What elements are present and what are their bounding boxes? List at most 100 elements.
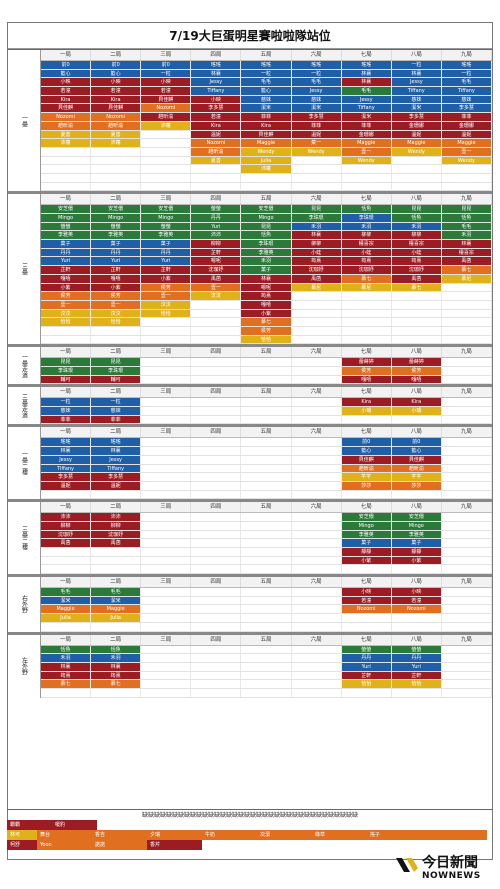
table-row: Yuri Yuri Yuri 嗯呢 禾羽 筠熹 筠熹 筠熹 禹菡 (41, 257, 492, 267)
cheerleader-cell (441, 309, 492, 318)
cheerleader-cell (141, 548, 192, 556)
cheerleader-cell: 嘎嘻 (41, 274, 92, 283)
cheerleader-cell: Maggie (391, 139, 442, 147)
cheerleader-cell (441, 165, 492, 173)
cheerleader-cell (141, 147, 192, 156)
cheerleader-cell: 昆昆 (291, 205, 342, 213)
cheerleader-cell: 禹菡 (41, 539, 92, 547)
table-row: 筠熹 筠熹 芷軒 芷軒 (41, 671, 492, 681)
cheerleader-cell: Mingo (41, 214, 92, 222)
cheerleader-cell: 貝佳麒 (341, 455, 392, 464)
inning-label: 五局 (241, 502, 292, 513)
inning-label: 三局 (141, 347, 192, 358)
cheerleader-cell (191, 326, 242, 335)
cheerleader-cell (291, 556, 342, 565)
cheerleader-cell (191, 530, 242, 539)
cheerleader-cell: 禹菡 (191, 274, 242, 283)
table-row: 嘎嘻 嘎嘻 小紫 禹菡 林襄 禹菡 慕七 禹菡 慕尼 (41, 274, 492, 284)
inning-label: 四局 (191, 387, 242, 398)
inning-label: 七局 (342, 194, 392, 205)
cheerleader-cell (441, 447, 492, 455)
cheerleader-cell (341, 335, 392, 344)
cheerleader-cell: 嗯呢 (241, 283, 292, 292)
cheerleader-cell: 丹丹 (391, 654, 442, 662)
cheerleader-cell (441, 464, 492, 473)
cheerleader-cell: 夏善 (91, 130, 142, 139)
cheerleader-cell: 慕七 (241, 318, 292, 326)
cheerleader-cell (391, 335, 442, 344)
cheerleader-cell: 螢螢 (91, 222, 142, 231)
cheerleader-cell: 慕尼 (291, 283, 342, 292)
cheerleader-cell (291, 182, 342, 191)
cheerleader-cell: Nozomi (391, 605, 442, 614)
section-label: 左外野 (20, 657, 28, 676)
sections-container: 一壘 一局 二局 三局 四局 五局 六局 七局 八局 九局 前0 前0 前0 瑤瑤 瑤瑤 瑤瑤 瑤瑤 一粒 瑤瑤 籃心… (8, 49, 492, 698)
section-grid: 一局 二局 三局 四局 五局 六局 七局 八局 九局 沛沛 沛沛 安芝儇 安芝儇 柳柳 柳柳 Mingo Min… (41, 502, 492, 575)
cheerleader-cell: Tiffany (41, 464, 92, 473)
inning-label: 九局 (442, 634, 492, 645)
cheerleader-cell: 慕七 (441, 266, 492, 274)
inning-label: 四局 (191, 347, 242, 358)
cheerleader-cell: 筠熹 (341, 257, 392, 266)
cheerleader-cell: 李雅英 (341, 530, 392, 539)
inning-label: 七局 (342, 387, 392, 398)
cheerleader-cell: 小映 (391, 588, 442, 596)
inning-label: 一局 (41, 194, 92, 205)
cheerleader-cell: Maggie (241, 139, 292, 147)
cheerleader-cell (91, 622, 142, 631)
cheerleader-cell: Mingo (391, 521, 442, 530)
cheerleader-cell (191, 588, 242, 596)
cheerleader-cell (341, 415, 392, 424)
cheerleader-cell (291, 335, 342, 344)
cheerleader-cell (241, 490, 292, 499)
inning-header: 一局 二局 三局 四局 五局 六局 七局 八局 九局 (41, 577, 492, 589)
cheerleader-cell (291, 173, 342, 182)
cheerleader-cell (191, 614, 242, 622)
cheerleader-cell (191, 165, 242, 173)
cheerleader-cell: 一粒 (291, 69, 342, 78)
cheerleader-cell (441, 513, 492, 521)
inning-label: 二局 (91, 427, 142, 438)
table-row: 一粒 一粒 Kira Kira (41, 398, 492, 408)
cheerleader-cell: 林襄 (41, 662, 92, 671)
cheerleader-cell: 恰恰 (241, 335, 292, 344)
legend-item: 嗄豹 (52, 820, 97, 830)
cheerleader-cell (241, 375, 292, 384)
cheerleader-cell: Mingo (141, 214, 192, 222)
cheerleader-cell: 毛毛 (91, 588, 142, 596)
table-row: 恰恰 (41, 335, 492, 345)
cheerleader-cell (391, 326, 442, 335)
cheerleader-cell: 金珊娜 (391, 121, 442, 130)
cheerleader-cell (391, 688, 442, 697)
cheerleader-cell (191, 375, 242, 384)
cheerleader-cell: 沛蘿 (91, 139, 142, 147)
cheerleader-cell: 毛毛 (441, 78, 492, 87)
section-label: 三壘 (20, 263, 28, 276)
cheerleader-cell (141, 662, 192, 671)
cheerleader-cell (191, 596, 242, 605)
cheerleader-cell (441, 438, 492, 447)
cheerleader-cell (341, 326, 392, 335)
cheerleader-cell (441, 415, 492, 424)
cheerleader-cell (191, 438, 242, 447)
cheerleader-cell (391, 156, 442, 165)
cheerleader-cell: 菓子 (241, 266, 292, 274)
cheerleader-cell: 瑤瑤 (41, 438, 92, 447)
inning-label: 九局 (442, 347, 492, 358)
cheerleader-cell (91, 556, 142, 565)
table-row: 瑤瑤 瑤瑤 前0 前0 (41, 438, 492, 448)
cheerleader-cell: 潔米 (341, 113, 392, 121)
cheerleader-cell (141, 335, 192, 344)
table-row: 恰恰 恰恰 慕七 (41, 318, 492, 327)
cheerleader-cell: 筠熹 (391, 257, 442, 266)
cheerleader-cell (291, 455, 342, 464)
table-row: Mingo Mingo Mingo 丹丹 Mingo 李珠珢 李珠珢 恬魚 恬魚 (41, 214, 492, 223)
inning-label: 一局 (41, 347, 92, 358)
cheerleader-cell (141, 513, 192, 521)
cheerleader-cell (91, 173, 142, 182)
table-row: 溫妮 溫妮 莎莎 莎莎 (41, 481, 492, 491)
cheerleader-cell: Wendy (241, 147, 292, 156)
cheerleader-cell (241, 614, 292, 622)
cheerleader-cell: 李珠珢 (341, 214, 392, 222)
cheerleader-cell (391, 173, 442, 182)
